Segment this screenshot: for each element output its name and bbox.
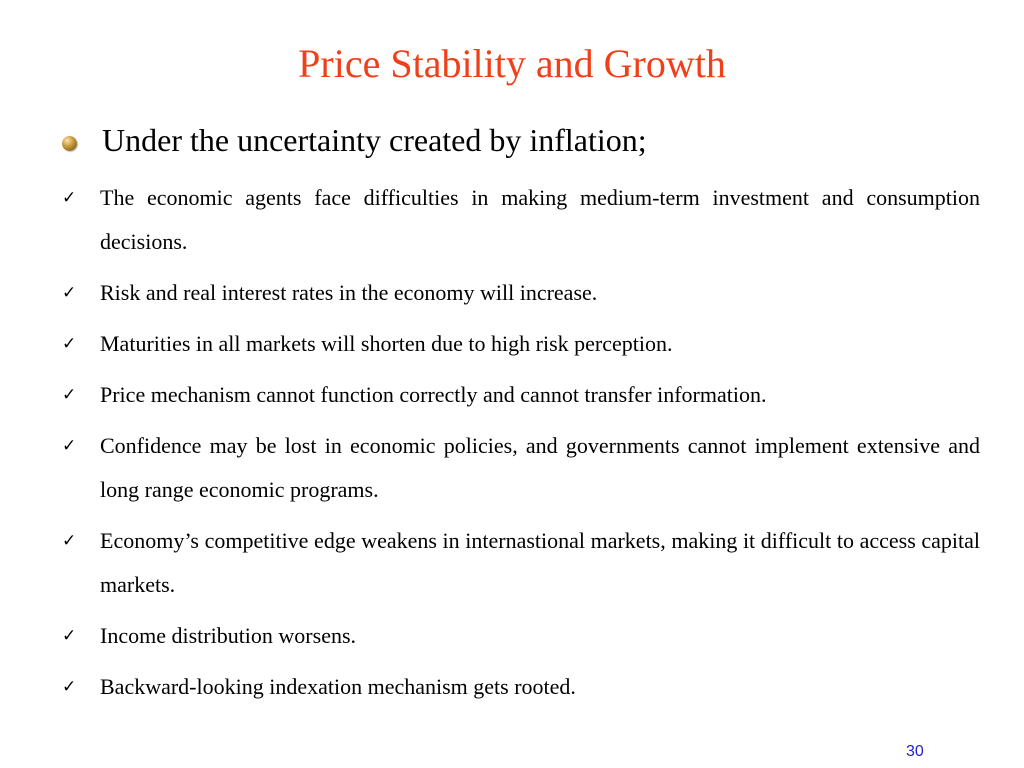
checklist-item-text: Income distribution worsens. — [100, 623, 357, 648]
checklist-item: ✓ Price mechanism cannot function correc… — [62, 373, 980, 417]
checklist-item: ✓ Backward-looking indexation mechanism … — [62, 665, 980, 709]
checklist-item-text: Maturities in all markets will shorten d… — [100, 331, 673, 356]
checklist-item: ✓ The economic agents face difficulties … — [62, 176, 980, 264]
checkmark-icon: ✓ — [62, 188, 77, 208]
gold-orb-icon — [62, 136, 77, 151]
checklist-item: ✓ Maturities in all markets will shorten… — [62, 322, 980, 366]
slide-title: Price Stability and Growth — [298, 41, 726, 86]
main-bullet: Under the uncertainty created by inflati… — [62, 118, 982, 162]
checkmark-icon: ✓ — [62, 677, 77, 697]
checklist-item-text: Risk and real interest rates in the econ… — [100, 280, 598, 305]
checkmark-icon: ✓ — [62, 283, 77, 303]
checklist-item: ✓ Risk and real interest rates in the ec… — [62, 271, 980, 315]
checkmark-icon: ✓ — [62, 385, 77, 405]
page-number: 30 — [906, 743, 924, 760]
checklist-item-text: Confidence may be lost in economic polic… — [100, 433, 980, 502]
checklist-item: ✓ Economy’s competitive edge weakens in … — [62, 519, 980, 607]
checklist-item-text: Price mechanism cannot function correctl… — [100, 382, 767, 407]
checklist-item: ✓ Income distribution worsens. — [62, 614, 980, 658]
checkmark-icon: ✓ — [62, 436, 77, 456]
checklist-item-text: Backward-looking indexation mechanism ge… — [100, 674, 576, 699]
checkmark-icon: ✓ — [62, 626, 77, 646]
checkmark-icon: ✓ — [62, 531, 77, 551]
checkmark-icon: ✓ — [62, 334, 77, 354]
checklist-item-text: The economic agents face difficulties in… — [100, 185, 980, 254]
main-bullet-text: Under the uncertainty created by inflati… — [102, 122, 647, 158]
checklist: ✓ The economic agents face difficulties … — [62, 176, 980, 716]
checklist-item: ✓ Confidence may be lost in economic pol… — [62, 424, 980, 512]
checklist-item-text: Economy’s competitive edge weakens in in… — [100, 528, 980, 597]
